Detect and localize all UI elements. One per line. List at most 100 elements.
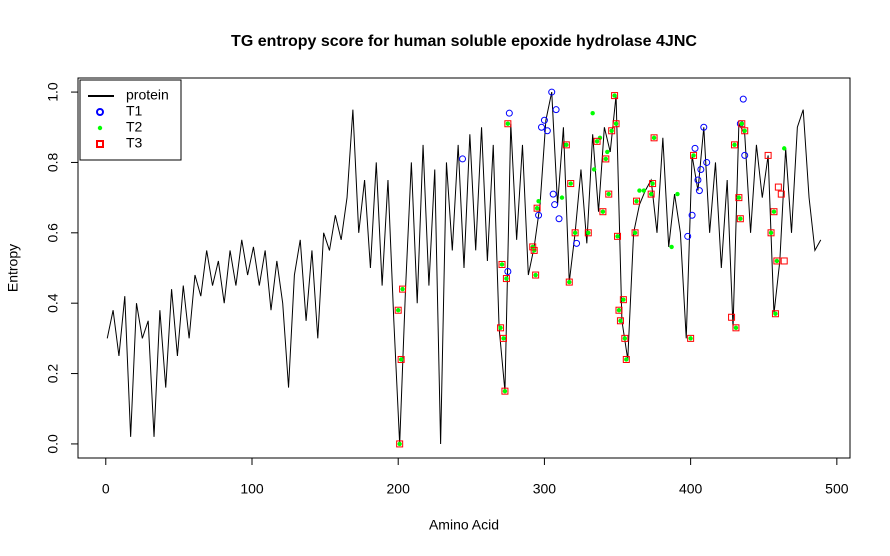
point xyxy=(555,215,563,223)
point xyxy=(529,243,537,251)
point xyxy=(694,176,702,184)
point xyxy=(532,271,540,279)
legend-label: T1 xyxy=(126,103,143,119)
point xyxy=(534,205,540,211)
point xyxy=(602,155,610,163)
point xyxy=(586,230,591,236)
point xyxy=(459,155,467,163)
legend-label: T3 xyxy=(126,135,143,151)
point xyxy=(619,296,627,304)
point xyxy=(741,151,749,159)
x-tick-label: 0 xyxy=(102,481,110,497)
point xyxy=(571,229,579,237)
point xyxy=(774,258,780,264)
point xyxy=(697,165,705,173)
point xyxy=(535,211,543,219)
point xyxy=(400,286,405,292)
point xyxy=(738,120,746,128)
legend-marker xyxy=(96,108,104,116)
point xyxy=(771,209,777,214)
point xyxy=(739,95,747,103)
point xyxy=(688,211,696,219)
point xyxy=(648,191,654,197)
point xyxy=(572,230,578,236)
point xyxy=(618,318,623,323)
point xyxy=(616,317,624,325)
point xyxy=(605,149,610,155)
point xyxy=(732,142,737,148)
x-tick-label: 500 xyxy=(825,481,849,497)
point xyxy=(501,336,506,341)
point xyxy=(613,121,619,126)
point xyxy=(540,116,548,124)
point xyxy=(396,308,401,313)
point xyxy=(651,135,657,141)
y-axis-title: Entropy xyxy=(5,244,21,292)
point xyxy=(777,190,785,198)
point xyxy=(768,230,774,236)
point xyxy=(621,334,629,342)
legend-label: T2 xyxy=(126,119,143,135)
point xyxy=(605,190,613,198)
point xyxy=(782,146,787,151)
point xyxy=(533,204,541,212)
point xyxy=(780,257,788,265)
point xyxy=(622,355,630,363)
point xyxy=(695,187,703,195)
point xyxy=(736,195,742,200)
point xyxy=(691,153,696,158)
y-tick-label: 0.6 xyxy=(45,223,61,243)
y-tick-label: 0.2 xyxy=(45,364,61,384)
point xyxy=(621,297,626,302)
point xyxy=(637,188,642,193)
point xyxy=(650,181,655,186)
point xyxy=(631,229,639,237)
point xyxy=(634,198,639,204)
y-tick-label: 0.0 xyxy=(45,434,61,454)
point xyxy=(633,197,641,205)
point xyxy=(564,142,569,148)
point xyxy=(650,134,658,142)
point xyxy=(504,268,512,276)
point xyxy=(398,357,404,362)
point xyxy=(614,232,622,240)
point xyxy=(600,209,606,214)
point xyxy=(632,230,638,236)
point xyxy=(584,229,592,237)
point xyxy=(774,183,782,191)
point xyxy=(499,334,507,342)
y-tick-label: 1.0 xyxy=(45,82,61,102)
y-tick-label: 0.4 xyxy=(45,293,61,313)
point xyxy=(548,88,556,96)
point xyxy=(741,127,749,135)
point xyxy=(700,123,708,131)
point xyxy=(562,141,570,149)
point xyxy=(591,167,597,172)
point xyxy=(590,110,595,116)
point xyxy=(733,325,739,331)
point xyxy=(533,272,538,278)
point xyxy=(499,262,505,267)
x-axis-title: Amino Acid xyxy=(429,517,499,533)
point xyxy=(738,216,743,221)
point xyxy=(504,276,509,281)
point xyxy=(739,121,745,126)
point xyxy=(530,246,538,254)
point xyxy=(647,190,655,198)
point xyxy=(641,188,647,193)
point xyxy=(593,137,601,145)
point xyxy=(770,208,778,216)
point xyxy=(612,93,617,98)
legend-marker xyxy=(96,140,104,148)
point xyxy=(394,306,402,314)
point xyxy=(573,239,581,247)
x-tick-label: 400 xyxy=(679,481,703,497)
point xyxy=(736,215,744,223)
point xyxy=(691,144,699,152)
point xyxy=(397,355,405,363)
point xyxy=(498,325,503,331)
point xyxy=(396,440,404,448)
point xyxy=(567,180,575,188)
point xyxy=(559,195,565,200)
point xyxy=(684,232,692,240)
